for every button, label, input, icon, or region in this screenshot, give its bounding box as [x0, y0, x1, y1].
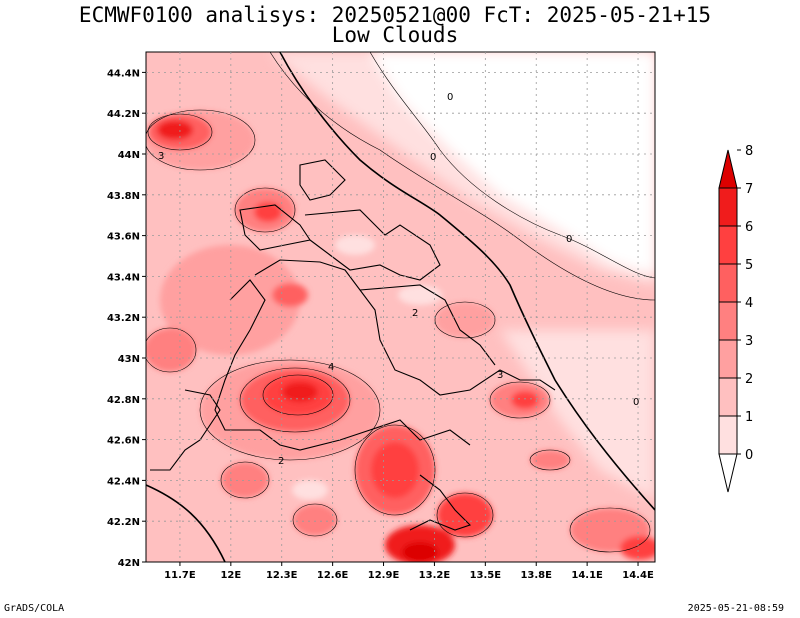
latitude-labels: 42N 42.2N 42.4N 42.6N 42.8N 43N 43.2N 43.4N 43.6…: [107, 68, 140, 569]
map-subtitle: Low Clouds: [331, 23, 459, 47]
footer-timestamp: 2025-05-21-08:59: [687, 603, 784, 614]
tick-marks: [142, 71, 639, 566]
colorbar-segment: [718, 225, 738, 265]
colorbar: 0 1 2 3 4 5 6 7 8: [718, 144, 753, 493]
colorbar-label: 7: [745, 182, 753, 197]
colorbar-label: 0: [745, 448, 753, 463]
colorbar-label: 6: [745, 220, 753, 235]
longitude-tick-label: 13.8E: [520, 570, 552, 581]
latitude-tick-label: 42N: [118, 558, 140, 569]
latitude-tick-label: 43.4N: [107, 272, 140, 283]
latitude-tick-label: 43.6N: [107, 232, 140, 243]
colorbar-triangle-high: [718, 149, 738, 189]
colorbar-triangle-low: [718, 453, 738, 493]
contour-label: 3: [497, 370, 503, 381]
contour-label: 2: [278, 456, 284, 467]
colorbar-label: 8: [745, 144, 753, 159]
contour-label: 0: [566, 234, 572, 245]
contour-label: 2: [412, 308, 418, 319]
longitude-tick-label: 14.1E: [571, 570, 603, 581]
colorbar-segment: [718, 377, 738, 417]
contour-label: 0: [430, 152, 436, 163]
latitude-tick-label: 42.8N: [107, 395, 140, 406]
latitude-tick-label: 44N: [118, 150, 140, 161]
contour-label: 3: [158, 151, 164, 162]
latitude-tick-label: 44.4N: [107, 68, 140, 79]
longitude-tick-label: 13.5E: [470, 570, 502, 581]
footer-credit: GrADS/COLA: [4, 603, 65, 614]
cloud-field: [146, 52, 655, 562]
grid-lines: [146, 52, 655, 562]
map-title: ECMWF0100 analisys: 20250521@00 FcT: 202…: [78, 3, 712, 27]
coastline: [146, 52, 655, 562]
colorbar-segment: [718, 263, 738, 303]
colorbar-label: 1: [745, 410, 753, 425]
colorbar-label: 5: [745, 258, 753, 273]
colorbar-segment: [718, 339, 738, 379]
longitude-labels: 11.7E 12E 12.3E 12.6E 12.9E 13.2E 13.5E 13.8E 14…: [164, 570, 654, 581]
contour-label: 0: [633, 397, 639, 408]
latitude-tick-label: 42.2N: [107, 517, 140, 528]
colorbar-segment: [718, 187, 738, 227]
longitude-tick-label: 12.9E: [368, 570, 400, 581]
colorbar-segment: [718, 415, 738, 455]
colorbar-segment: [718, 301, 738, 341]
longitude-tick-label: 12.3E: [266, 570, 298, 581]
latitude-tick-label: 42.4N: [107, 476, 140, 487]
contour-label: 0: [447, 92, 453, 103]
colorbar-label: 4: [745, 296, 753, 311]
latitude-tick-label: 44.2N: [107, 109, 140, 120]
region-borders: [150, 159, 556, 531]
colorbar-label: 3: [745, 334, 753, 349]
contour-label: 4: [328, 362, 334, 373]
latitude-tick-label: 43.2N: [107, 313, 140, 324]
latitude-tick-label: 43N: [118, 354, 140, 365]
colorbar-label: 2: [745, 372, 753, 387]
longitude-tick-label: 14.4E: [622, 570, 654, 581]
latitude-tick-label: 43.8N: [107, 191, 140, 202]
longitude-tick-label: 13.2E: [419, 570, 451, 581]
latitude-tick-label: 42.6N: [107, 436, 140, 447]
longitude-tick-label: 12E: [220, 570, 241, 581]
contour-labels: 0 0 0 0 3 2 4 2 3: [158, 92, 639, 467]
longitude-tick-label: 12.6E: [317, 570, 349, 581]
plot-frame: [145, 51, 656, 563]
longitude-tick-label: 11.7E: [164, 570, 196, 581]
